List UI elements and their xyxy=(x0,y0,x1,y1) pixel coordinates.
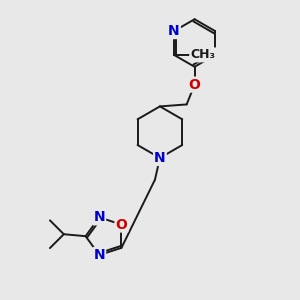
Text: N: N xyxy=(154,151,166,165)
Text: N: N xyxy=(94,248,105,262)
Text: CH₃: CH₃ xyxy=(190,48,215,62)
Text: N: N xyxy=(168,24,180,38)
Text: N: N xyxy=(94,210,105,224)
Text: O: O xyxy=(189,78,200,92)
Text: O: O xyxy=(116,218,128,232)
